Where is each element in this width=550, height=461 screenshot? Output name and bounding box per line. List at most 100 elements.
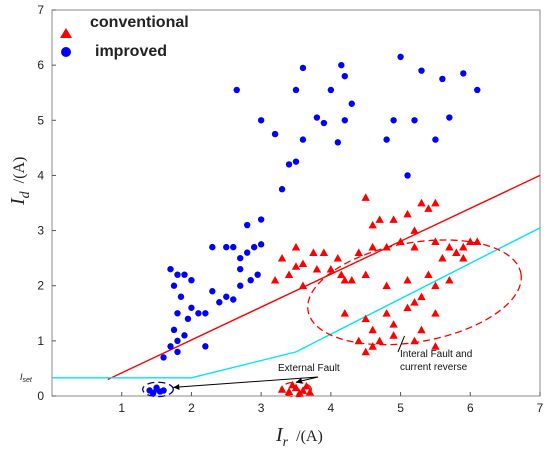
y-tick-label: 2 — [37, 279, 44, 293]
improved-point — [233, 86, 240, 94]
improved-point — [397, 53, 404, 61]
conventional-point — [452, 248, 461, 256]
conventional-point — [340, 276, 349, 284]
conventional-point — [459, 253, 468, 262]
conventional-point — [396, 237, 405, 245]
improved-point — [341, 72, 348, 80]
improved-point — [446, 114, 453, 121]
improved-point — [285, 161, 293, 168]
improved-point — [170, 326, 178, 334]
improved-point — [174, 271, 181, 278]
conventional-point — [326, 264, 336, 273]
improved-point — [320, 119, 328, 127]
axis-ticks: 1 2 3 4 5 6 7 0 1 2 3 4 5 6 7 — [37, 3, 543, 415]
conventional-point — [361, 314, 370, 323]
conventional-point — [354, 248, 363, 256]
improved-point — [244, 249, 251, 256]
conventional-point — [298, 259, 308, 268]
improved-point — [299, 136, 307, 143]
improved-point — [250, 243, 258, 251]
conventional-point — [403, 209, 412, 218]
improved-point — [167, 343, 174, 350]
improved-point — [292, 158, 300, 165]
annotation-arrows — [173, 335, 405, 390]
conventional-point — [445, 242, 454, 251]
conventional-point — [431, 281, 440, 290]
conventional-point — [361, 347, 370, 356]
improved-point — [404, 172, 411, 179]
legend: conventional improved — [60, 14, 189, 60]
conventional-point — [382, 309, 391, 317]
x-tick-label: 5 — [397, 401, 404, 415]
conventional-point — [410, 226, 419, 234]
legend-triangle-marker — [60, 28, 72, 38]
improved-point — [202, 343, 209, 350]
conventional-point — [305, 387, 315, 396]
external-fault-label: External Fault — [278, 363, 340, 374]
conventional-point — [403, 276, 412, 284]
improved-point — [474, 86, 481, 94]
conventional-point — [295, 389, 304, 397]
improved-point — [247, 277, 254, 284]
y-tick-label: 3 — [37, 224, 44, 238]
conventional-point — [431, 309, 440, 317]
improved-point — [184, 315, 192, 322]
improved-point — [195, 310, 202, 317]
x-tick-label: 7 — [537, 401, 544, 415]
improved-point — [237, 254, 244, 262]
conventional-point — [473, 237, 482, 245]
conventional-point — [459, 242, 468, 251]
legend-label-improved: improved — [95, 43, 167, 60]
improved-point — [177, 293, 185, 300]
improved-point — [216, 299, 223, 306]
conventional-point — [319, 248, 329, 256]
improved-point — [334, 139, 342, 146]
conventional-point — [337, 270, 346, 279]
conventional-point — [270, 276, 280, 284]
conventional-point — [466, 237, 475, 245]
improved-point — [188, 277, 195, 284]
conventional-point — [277, 253, 287, 262]
conventional-point — [417, 325, 426, 334]
conventional-point — [361, 193, 370, 201]
legend-label-conventional: conventional — [90, 14, 189, 31]
improved-point — [237, 265, 244, 273]
improved-point — [418, 67, 425, 74]
external-fault-arrow-left-head — [173, 383, 180, 390]
improved-point — [174, 348, 181, 356]
improved-point — [313, 114, 321, 121]
y-tick-label: 4 — [37, 168, 44, 182]
internal-fault-label-line2: current reverse — [400, 362, 468, 373]
improved-point — [257, 241, 265, 248]
plot-background — [51, 9, 541, 397]
conventional-point — [431, 237, 440, 245]
improved-point — [257, 216, 265, 223]
internal-fault-region-ellipse — [307, 239, 522, 346]
y-axis-title: Id /(A) — [7, 157, 33, 206]
conventional-point — [410, 298, 419, 306]
conventional-point — [382, 281, 391, 290]
conventional-point — [438, 253, 447, 262]
improved-point — [390, 117, 397, 124]
conventional-point — [410, 336, 419, 345]
x-tick-label: 3 — [258, 401, 265, 415]
conventional-point — [417, 292, 426, 301]
improved-point — [237, 282, 244, 289]
conventional-point — [368, 220, 377, 229]
conventional-point — [347, 276, 356, 284]
improved-point — [174, 310, 181, 317]
y-tick-label: 1 — [37, 334, 44, 348]
x-tick-label: 2 — [188, 401, 195, 415]
x-tick-label: 1 — [118, 401, 125, 415]
x-tick-label: 4 — [328, 401, 335, 415]
conventional-point — [368, 342, 377, 350]
improved-point — [174, 337, 181, 345]
conventional-point — [333, 253, 343, 262]
legend-circle-marker — [61, 47, 71, 57]
conventional-point — [410, 242, 419, 251]
y-axis-title-unit: /(A) — [11, 157, 28, 184]
conventional-point — [424, 204, 433, 212]
improved-point — [202, 310, 209, 317]
